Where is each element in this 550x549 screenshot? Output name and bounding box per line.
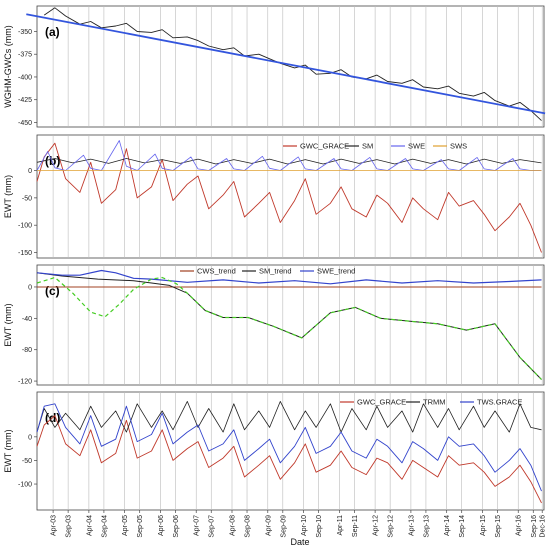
panel-label: (a): [45, 25, 60, 39]
panel-frame: [36, 264, 545, 386]
legend-label: SWS: [450, 142, 467, 151]
x-tick-label: Sep-11: [352, 515, 359, 537]
y-tick-label: -350: [18, 29, 32, 36]
x-tick-label: Apr-04: [86, 515, 93, 536]
panel-frame: [36, 134, 545, 259]
y-tick-label: -400: [18, 74, 32, 81]
x-tick-label: Apr-03: [51, 515, 58, 536]
legend: GWC_GRACE TRMM TWS.GRACE: [340, 398, 522, 407]
x-tick-label: Sep-10: [316, 515, 323, 538]
x-tick-label: Sep-14: [459, 515, 466, 538]
series-line-swe-trend: [36, 269, 542, 285]
y-tick-label: -50: [22, 195, 32, 202]
series-line-gwc-grace: [36, 415, 542, 504]
y-axis-title: EWT (mm): [3, 175, 13, 218]
x-tick-label: Sep-03: [66, 515, 73, 538]
x-tick-label: Apr-11: [337, 515, 344, 536]
x-tick-label: Apr-15: [480, 515, 487, 536]
panel-label: (c): [45, 284, 60, 298]
y-tick-label: -375: [18, 52, 32, 59]
x-tick-label: Sep-06: [173, 515, 180, 538]
legend-label: GWC_GRACE: [300, 142, 349, 151]
x-tick-label: Sep-15: [495, 515, 502, 538]
y-tick-label: -150: [18, 250, 32, 257]
legend-label: TRMM: [423, 398, 446, 407]
x-tick-label: Sep-04: [101, 515, 108, 538]
y-tick-label: -40: [22, 316, 32, 323]
legend-label: SM_trend: [259, 267, 292, 276]
x-tick-label: Apr-09: [265, 515, 272, 536]
x-tick-label: Apr-07: [194, 515, 201, 536]
x-axis-title: Date: [290, 537, 309, 547]
legend-label: CWS_trend: [197, 267, 236, 276]
x-tick-label: Sep-08: [245, 515, 252, 538]
legend: CWS_trend SM_trend SWE_trend: [180, 267, 355, 276]
y-tick-label: -450: [18, 120, 32, 127]
legend-label: GWC_GRACE: [357, 398, 406, 407]
x-tick-label: Sep-05: [137, 515, 144, 538]
x-tick-label: Apr-13: [408, 515, 415, 536]
x-axis: Apr-03 Sep-03 Apr-04 Sep-04 Apr-05 Sep-05 Apr-…: [51, 510, 547, 538]
legend-label: TWS.GRACE: [477, 398, 522, 407]
y-tick-label: 0: [28, 434, 32, 441]
y-axis-title: WGHM-GWCs (mm): [3, 25, 13, 107]
y-tick-label: -50: [22, 458, 32, 465]
y-tick-label: -100: [18, 223, 32, 230]
legend-label: SWE_trend: [317, 267, 355, 276]
y-tick-label: -80: [22, 347, 32, 354]
x-tick-label: Apr-10: [301, 515, 308, 536]
panel-b: 0 -50 -100 -150 EWT (mm) (b) GWC_GRACE SM SWE SWS: [3, 134, 545, 259]
legend-label: SWE: [408, 142, 425, 151]
y-tick-label: 0: [28, 168, 32, 175]
x-tick-label: Sep-07: [209, 515, 216, 538]
y-tick-label: -100: [18, 482, 32, 489]
x-tick-label: Sep-13: [423, 515, 430, 538]
x-tick-label: Sep-16: [531, 515, 538, 538]
x-tick-label: Apr-06: [158, 515, 165, 536]
x-tick-label: Apr-05: [122, 515, 129, 536]
x-tick-label: Apr-12: [373, 515, 380, 536]
x-tick-label: Apr-08: [230, 515, 237, 536]
panel-c: 0 -40 -80 -120 EWT (mm) (c) CWS_trend SM_trend S…: [3, 264, 545, 386]
panel-label: (b): [45, 154, 60, 168]
series-line-trmm: [36, 400, 542, 433]
series-line-tws-grace: [36, 403, 542, 492]
x-tick-label: Sep-09: [280, 515, 287, 538]
series-line: [26, 13, 546, 115]
y-tick-label: -120: [18, 379, 32, 386]
panel-a: -350 -375 -400 -425 -450 WGHM-GWCs (mm) (a): [3, 5, 546, 128]
x-tick-label: Dec-16: [540, 515, 547, 538]
series-line-gwc-grace: [36, 142, 542, 253]
x-tick-label: Sep-12: [388, 515, 395, 538]
y-axis-title: EWT (mm): [3, 303, 13, 346]
series-line-sm: [36, 158, 542, 165]
series-line: [43, 7, 542, 121]
x-tick-label: Apr-16: [516, 515, 523, 536]
y-tick-label: 0: [28, 284, 32, 291]
y-axis-title: EWT (mm): [3, 429, 13, 472]
y-tick-label: -425: [18, 97, 32, 104]
legend: GWC_GRACE SM SWE SWS: [283, 142, 467, 151]
x-tick-label: Apr-14: [444, 515, 451, 536]
legend-label: SM: [362, 142, 373, 151]
